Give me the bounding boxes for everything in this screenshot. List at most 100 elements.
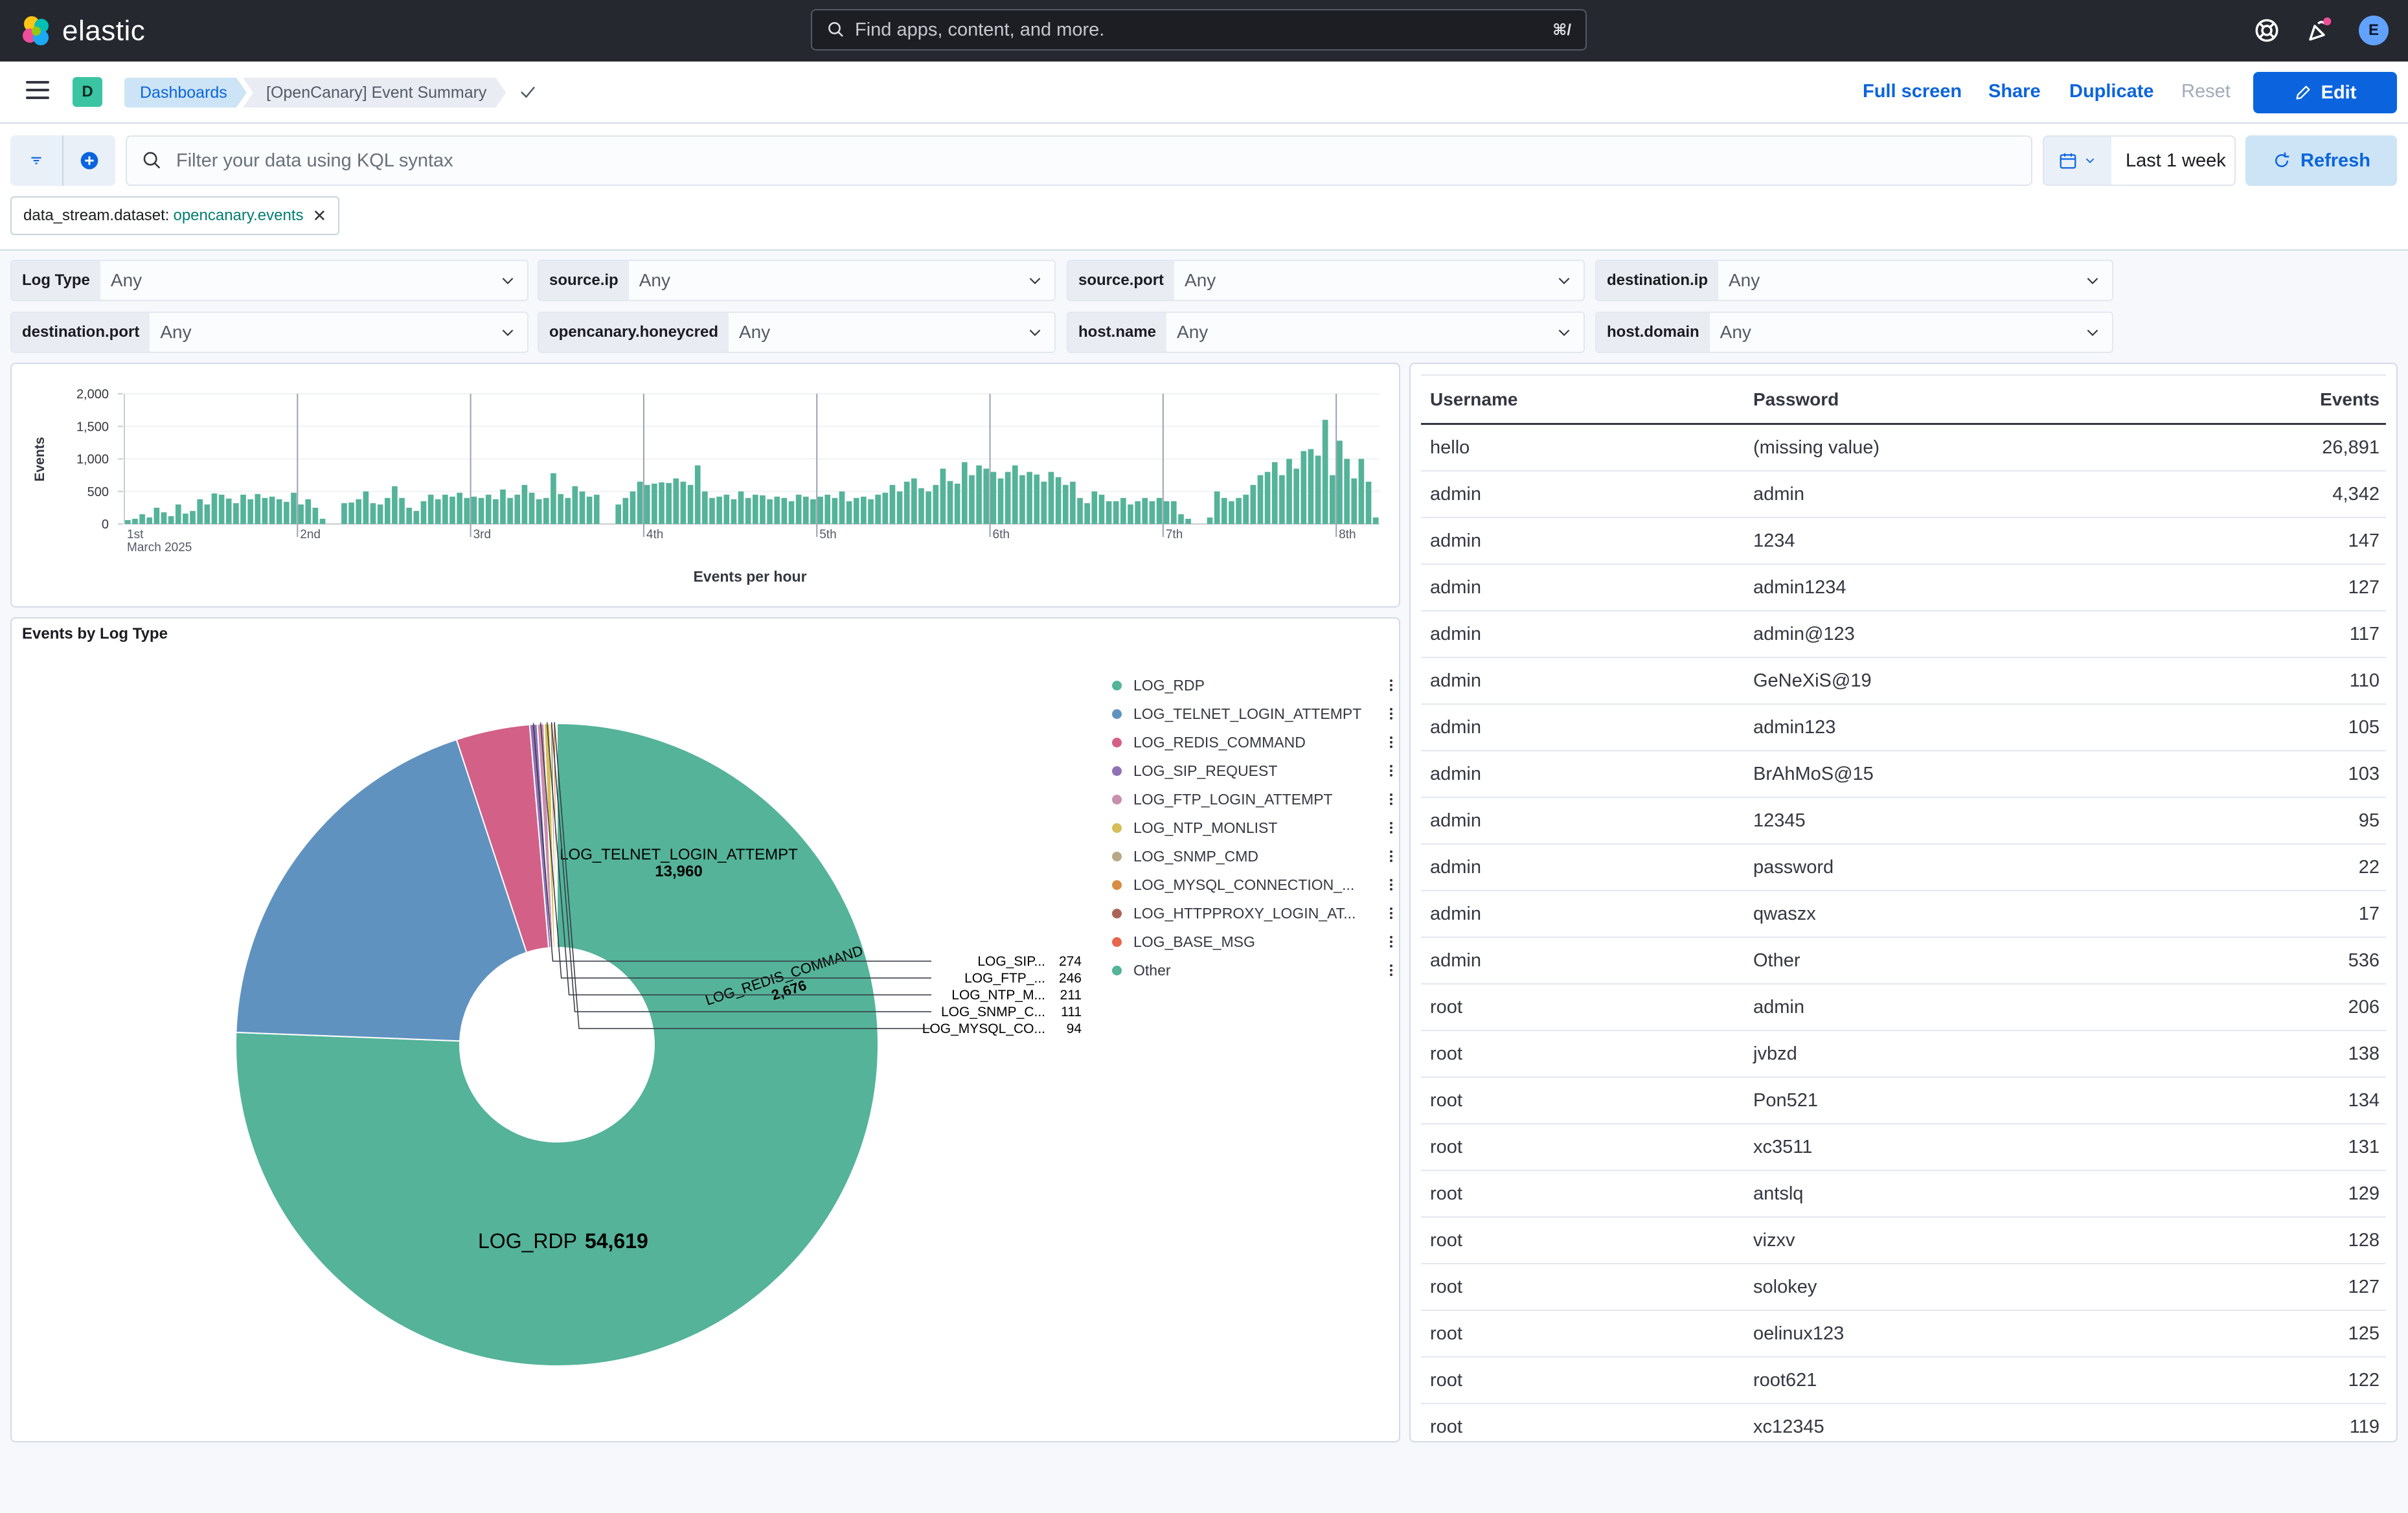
histogram-bar[interactable]: [305, 499, 312, 524]
histogram-bar[interactable]: [1279, 475, 1285, 524]
histogram-bar[interactable]: [356, 499, 362, 524]
histogram-bar[interactable]: [507, 497, 513, 524]
table-row[interactable]: root solokey 127: [1421, 1264, 2386, 1311]
histogram-bar[interactable]: [666, 483, 672, 524]
histogram-bar[interactable]: [817, 496, 823, 524]
histogram-bar[interactable]: [565, 497, 571, 524]
histogram-bar[interactable]: [1171, 501, 1177, 524]
histogram-bar[interactable]: [1229, 501, 1234, 524]
table-row[interactable]: admin admin 4,342: [1421, 472, 2386, 518]
filter-menu-button[interactable]: [10, 135, 63, 186]
histogram-bar[interactable]: [435, 499, 441, 524]
legend-item[interactable]: LOG_REDIS_COMMAND: [1112, 731, 1394, 754]
pie-slice-log-telnet-login-attempt[interactable]: [235, 738, 528, 1042]
histogram-bar[interactable]: [384, 497, 391, 524]
histogram-bar[interactable]: [795, 494, 802, 524]
time-range-label[interactable]: Last 1 week: [2126, 150, 2226, 171]
more-options-icon[interactable]: [1390, 850, 1394, 862]
histogram-bar[interactable]: [1120, 497, 1126, 524]
histogram-bar[interactable]: [493, 499, 499, 524]
histogram-bar[interactable]: [536, 499, 542, 524]
chevron-down-icon[interactable]: [1016, 261, 1054, 300]
table-row[interactable]: root root621 122: [1421, 1358, 2386, 1404]
check-icon[interactable]: [518, 82, 538, 102]
histogram-bar[interactable]: [363, 491, 369, 524]
histogram-bar[interactable]: [572, 486, 578, 524]
histogram-bar[interactable]: [1207, 517, 1213, 524]
help-icon[interactable]: [2253, 17, 2280, 44]
histogram-bar[interactable]: [558, 494, 563, 524]
histogram-bar[interactable]: [824, 494, 831, 524]
chevron-down-icon[interactable]: [2073, 261, 2112, 300]
histogram-bar[interactable]: [586, 496, 593, 524]
space-avatar[interactable]: D: [73, 77, 102, 107]
histogram-bar[interactable]: [1048, 472, 1054, 524]
histogram-bar[interactable]: [442, 494, 448, 524]
control-destination-ip[interactable]: destination.ip Any: [1595, 260, 2113, 301]
histogram-bar[interactable]: [276, 499, 282, 524]
histogram-bar[interactable]: [521, 484, 528, 524]
histogram-bar[interactable]: [269, 496, 275, 524]
chevron-down-icon[interactable]: [1545, 261, 1584, 300]
legend-item[interactable]: LOG_NTP_MONLIST: [1112, 816, 1394, 839]
histogram-bar[interactable]: [615, 504, 622, 524]
histogram-bar[interactable]: [637, 481, 643, 524]
histogram-bar[interactable]: [767, 499, 773, 524]
histogram-bar[interactable]: [1308, 449, 1314, 524]
table-row[interactable]: admin BrAhMoS@15 103: [1421, 751, 2386, 798]
histogram-bar[interactable]: [781, 497, 788, 524]
histogram-bar[interactable]: [543, 497, 549, 524]
histogram-bar[interactable]: [392, 486, 398, 524]
histogram-bar[interactable]: [370, 503, 376, 524]
pie-slice-log-rdp[interactable]: [235, 722, 880, 1367]
histogram-bar[interactable]: [997, 478, 1004, 524]
table-row[interactable]: admin admin1234 127: [1421, 565, 2386, 611]
histogram-bar[interactable]: [861, 496, 867, 524]
histogram-bar[interactable]: [802, 496, 809, 524]
legend-item[interactable]: LOG_RDP: [1112, 674, 1394, 697]
histogram-bar[interactable]: [139, 514, 145, 524]
histogram-bar[interactable]: [947, 481, 953, 524]
table-row[interactable]: root jvbzd 138: [1421, 1031, 2386, 1078]
histogram-bar[interactable]: [882, 492, 889, 524]
legend-item[interactable]: Other: [1112, 959, 1394, 982]
histogram-bar[interactable]: [709, 497, 715, 524]
histogram-bar[interactable]: [1365, 481, 1372, 524]
histogram-bar[interactable]: [1221, 497, 1227, 524]
histogram-bar[interactable]: [1113, 501, 1119, 524]
histogram-bar[interactable]: [875, 494, 881, 524]
date-picker[interactable]: Last 1 week: [2043, 135, 2236, 186]
histogram-bar[interactable]: [218, 494, 225, 524]
histogram-bar[interactable]: [471, 496, 477, 524]
histogram-bar[interactable]: [528, 492, 535, 524]
histogram-bar[interactable]: [1286, 459, 1292, 525]
histogram-bar[interactable]: [622, 497, 629, 524]
control-destination-port[interactable]: destination.port Any: [10, 312, 528, 353]
more-options-icon[interactable]: [1390, 964, 1394, 976]
more-options-icon[interactable]: [1390, 765, 1394, 777]
histogram-bar[interactable]: [1084, 503, 1090, 524]
histogram-bar[interactable]: [1178, 514, 1184, 524]
elastic-logo[interactable]: elastic: [19, 14, 145, 48]
histogram-bar[interactable]: [1062, 484, 1069, 524]
chevron-down-icon[interactable]: [2073, 313, 2112, 352]
table-row[interactable]: root Pon521 134: [1421, 1078, 2386, 1124]
refresh-button[interactable]: Refresh: [2245, 135, 2397, 186]
histogram-bar[interactable]: [413, 510, 420, 524]
table-row[interactable]: admin admin@123 117: [1421, 611, 2386, 658]
histogram-bar[interactable]: [291, 492, 297, 524]
histogram-bar[interactable]: [153, 507, 160, 524]
more-options-icon[interactable]: [1390, 708, 1394, 720]
histogram-bar[interactable]: [716, 496, 722, 524]
histogram-bar[interactable]: [673, 478, 679, 524]
histogram-bar[interactable]: [190, 510, 196, 524]
histogram-bar[interactable]: [1358, 459, 1365, 525]
histogram-bar[interactable]: [298, 504, 304, 524]
histogram-bar[interactable]: [449, 496, 455, 524]
histogram-bar[interactable]: [420, 501, 427, 524]
histogram-bar[interactable]: [312, 507, 319, 524]
chevron-down-icon[interactable]: [1016, 313, 1054, 352]
full-screen-button[interactable]: Full screen: [1863, 81, 1962, 102]
histogram-bar[interactable]: [911, 478, 917, 524]
histogram-bar[interactable]: [1156, 497, 1163, 524]
